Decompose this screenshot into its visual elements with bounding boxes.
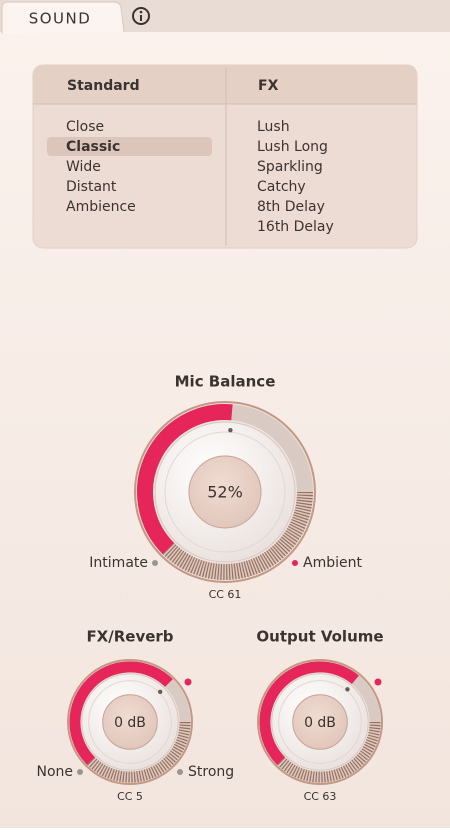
knob-title: Mic Balance	[175, 373, 276, 391]
knob-indicator	[228, 428, 233, 433]
min-dot	[152, 560, 158, 566]
cc-label: CC 61	[209, 588, 242, 601]
knob-indicator	[158, 689, 163, 694]
active-dot	[374, 678, 382, 686]
preset-item[interactable]: Catchy	[257, 179, 306, 195]
preset-item[interactable]: 8th Delay	[257, 199, 325, 215]
min-label: None	[36, 764, 73, 780]
knob-value: 52%	[207, 483, 243, 502]
max-label: Strong	[188, 764, 234, 780]
cc-label: CC 63	[304, 790, 337, 803]
column-header: Standard	[67, 78, 140, 94]
knob-cap	[188, 455, 262, 529]
column-header: FX	[258, 78, 279, 94]
preset-item[interactable]: Close	[66, 119, 104, 135]
knob-texture	[87, 721, 191, 783]
knob-indicator	[345, 687, 350, 692]
max-dot	[177, 769, 183, 775]
preset-header	[33, 65, 417, 104]
knob-cap	[292, 694, 348, 750]
min-label: Intimate	[89, 555, 148, 571]
knob-ring	[278, 680, 362, 764]
selected-highlight	[47, 137, 212, 156]
knob-value: 0 dB	[114, 715, 146, 731]
preset-item[interactable]: Wide	[66, 159, 101, 175]
preset-item[interactable]: Classic	[66, 139, 120, 155]
knob-title: Output Volume	[256, 628, 383, 646]
preset-item[interactable]: Lush	[257, 119, 290, 135]
max-label: Ambient	[303, 555, 362, 571]
preset-item[interactable]: Lush Long	[257, 139, 328, 155]
preset-item[interactable]: 16th Delay	[257, 219, 334, 235]
knob-ring	[88, 680, 172, 764]
max-dot	[292, 560, 298, 566]
active-dot	[184, 678, 192, 686]
tab-title[interactable]: SOUND	[29, 10, 92, 28]
knob-arc	[69, 661, 173, 765]
knob-texture	[277, 721, 381, 783]
preset-item[interactable]: Sparkling	[257, 159, 323, 175]
knob-texture	[162, 404, 313, 580]
cc-label: CC 5	[117, 790, 143, 803]
knob-ring	[164, 431, 286, 553]
knob-arc	[137, 404, 233, 555]
knob-cap	[102, 694, 158, 750]
info-icon[interactable]	[132, 7, 150, 25]
preset-item[interactable]: Ambience	[66, 199, 136, 215]
knob-title: FX/Reverb	[86, 628, 173, 646]
preset-item[interactable]: Distant	[66, 179, 117, 195]
knob-arc	[259, 661, 359, 765]
tab[interactable]	[1, 1, 125, 34]
knob-value: 0 dB	[304, 715, 336, 731]
min-dot	[77, 769, 83, 775]
